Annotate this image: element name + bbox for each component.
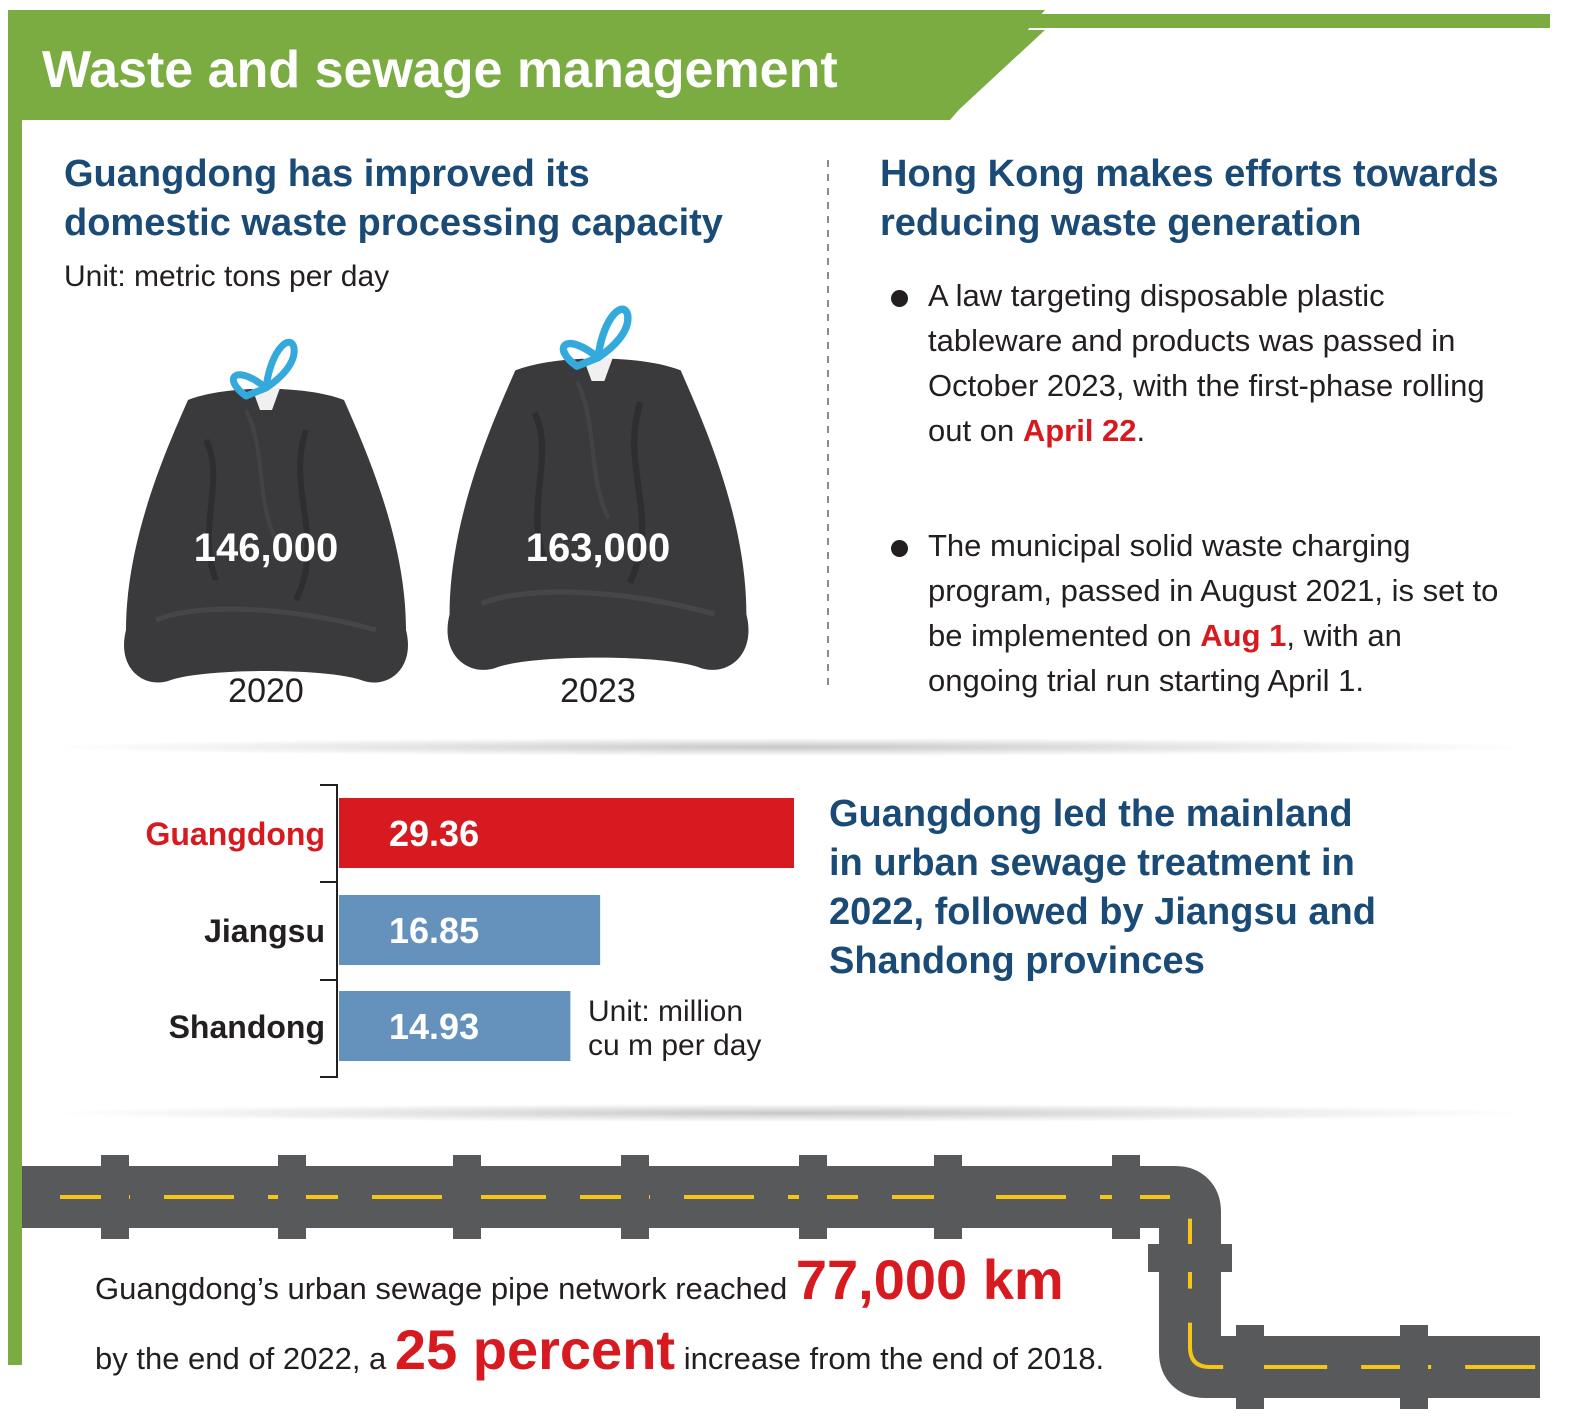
pipe-line2-text: by the end of 2022, a [95,1341,387,1376]
bullet-dot-2 [891,540,908,557]
bag-year-2023: 2023 [560,672,636,710]
sewage-category-label-guangdong: Guangdong [145,816,325,852]
sewage-category-label-shandong: Shandong [169,1009,325,1045]
bullet-2-tail: , with an ongoing trial run starting Apr… [928,618,1402,698]
sewage-heading: Guangdong led the mainland in urban sewa… [829,793,1376,982]
bag-value-2023: 163,000 [525,526,671,570]
pipe-text-line1: Guangdong’s urban sewage pipe network re… [95,1245,1064,1324]
sewage-value-label-jiangsu: 16.85 [389,910,479,951]
pipe-percent-highlight: 25 percent [394,1318,676,1381]
section-divider-1 [60,738,1520,756]
pipe-line2-tail: increase from the end of 2018. [683,1341,1105,1376]
bullet-1-highlight: April 22 [1022,413,1137,448]
sewage-bar-jiangsu [339,895,601,965]
sewage-value-label-shandong: 14.93 [389,1006,479,1047]
sewage-unit-line1: Unit: million [588,995,744,1028]
pipe-text-line2: by the end of 2022, a 25 percent increas… [95,1315,1104,1394]
bag-year-2020: 2020 [228,672,304,710]
right-panel-heading: Hong Kong makes efforts towards reducing… [880,153,1499,244]
bullet-text-2: The municipal solid waste charging progr… [928,523,1518,703]
left-panel-heading: Guangdong has improved its domestic wast… [64,153,723,244]
bullet-1-text: A law targeting disposable plastic table… [928,278,1485,448]
left-panel-unit: Unit: metric tons per day [64,260,390,293]
pipe-length-highlight: 77,000 km [795,1248,1064,1311]
bullet-2-text: The municipal solid waste charging progr… [928,528,1499,653]
header-title: Waste and sewage management [42,41,838,99]
sewage-value-label-guangdong: 29.36 [389,813,479,854]
bag-value-2020: 146,000 [193,526,339,570]
sewage-unit-line2: cu m per day [588,1029,762,1062]
sewage-bar-shandong [339,991,571,1061]
sewage-axis-line [320,784,338,1078]
sewage-bar-guangdong [339,798,794,868]
bullet-2-highlight: Aug 1 [1200,618,1287,653]
sewage-category-label-jiangsu: Jiangsu [204,913,325,949]
bullet-dot-1 [891,290,908,307]
bullet-1-tail: . [1136,413,1146,448]
pipe-line1-text: Guangdong’s urban sewage pipe network re… [95,1271,788,1306]
bullet-text-1: A law targeting disposable plastic table… [928,273,1518,453]
section-divider-2 [60,1104,1520,1122]
